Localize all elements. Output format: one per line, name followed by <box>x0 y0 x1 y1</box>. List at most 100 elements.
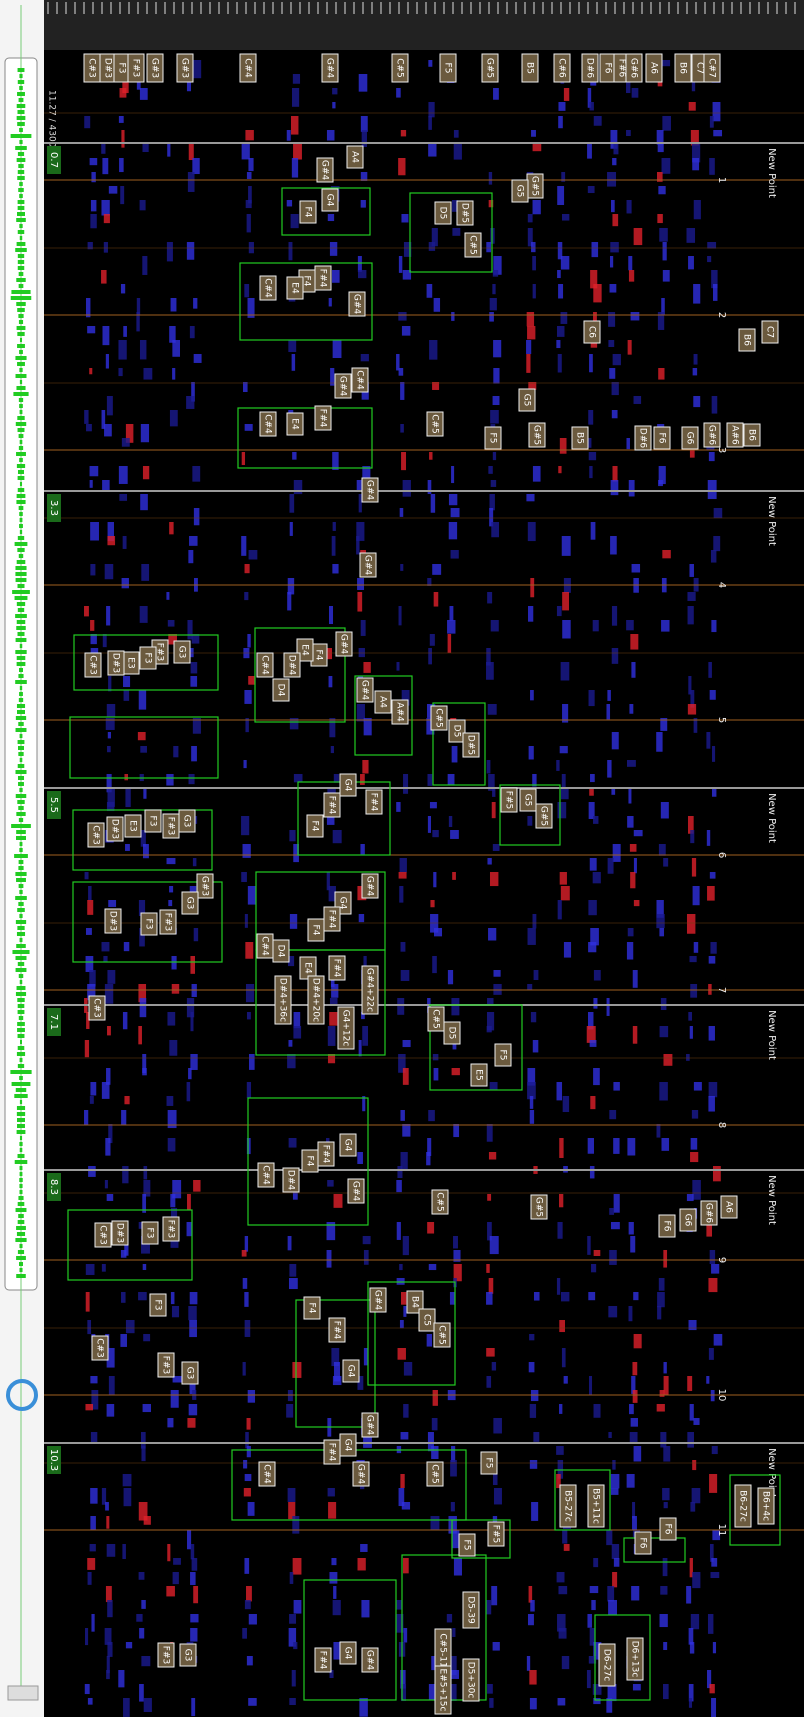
note-label: D#4+36c <box>278 978 288 1022</box>
spectral-streak <box>693 1082 702 1091</box>
note-label: G4 <box>343 1647 353 1660</box>
note-label: F4 <box>303 207 313 218</box>
spectral-streak <box>245 130 254 141</box>
spectral-streak <box>119 158 124 173</box>
spectral-streak <box>450 1502 455 1512</box>
spectral-streak <box>329 1012 338 1026</box>
note-chip <box>144 809 162 833</box>
note-box <box>239 262 373 341</box>
spectral-streak <box>396 1180 402 1193</box>
spectral-streak <box>169 326 176 343</box>
spectral-streak <box>663 1502 668 1509</box>
spectral-streak <box>486 1292 493 1305</box>
note-label: F#3 <box>155 643 165 661</box>
spectral-streak <box>611 1544 620 1559</box>
note-chip <box>369 1287 387 1313</box>
spectral-streak <box>396 354 400 371</box>
spectral-streak <box>87 326 96 334</box>
new-point: New Point <box>766 496 777 546</box>
note-label: G4 <box>343 1139 353 1152</box>
spectral-streak <box>559 1404 563 1414</box>
spectral-streak <box>141 1446 146 1462</box>
note-chip <box>351 367 369 393</box>
spectral-streak <box>192 466 201 482</box>
note-label: G#4 <box>320 160 330 181</box>
spectral-streak <box>331 536 336 556</box>
spectral-streak <box>105 718 115 730</box>
spectral-streak <box>190 1544 195 1560</box>
spectral-streak <box>362 1096 366 1112</box>
spectral-streak <box>166 242 173 262</box>
spectral-streak <box>107 522 114 542</box>
note-box <box>281 187 371 236</box>
note-box <box>237 407 373 469</box>
spectral-streak <box>246 1012 251 1020</box>
spectral-streak <box>397 998 405 1015</box>
spectral-streak <box>492 788 496 797</box>
note-box <box>255 949 386 1056</box>
spectral-streak <box>398 368 404 376</box>
spectral-streak <box>426 284 433 298</box>
spectral-streak <box>362 466 371 485</box>
note-label: F5 <box>488 433 498 444</box>
spectral-streak <box>358 914 365 923</box>
note-chip <box>274 975 292 1025</box>
top-note: F3 <box>117 63 127 74</box>
spectral-streak <box>427 774 433 786</box>
note-chip <box>286 276 304 300</box>
spectral-streak <box>692 144 701 163</box>
spectral-streak <box>630 634 639 650</box>
note-label: C#4 <box>260 655 270 675</box>
note-label: G#4 <box>338 376 348 397</box>
spectral-streak <box>191 634 200 644</box>
spectral-streak <box>190 662 198 674</box>
spectral-streak <box>711 270 718 289</box>
spectral-streak <box>592 1684 602 1695</box>
spectral-streak <box>123 942 130 952</box>
spectral-streak <box>140 494 148 511</box>
spectral-streak <box>289 830 296 842</box>
time-tick-label: 9 <box>716 1257 727 1263</box>
spectral-streak <box>139 88 148 100</box>
new-point: New Point <box>766 148 777 198</box>
spectral-streak <box>399 1320 404 1329</box>
spectral-streak <box>142 1264 147 1271</box>
dial[interactable] <box>6 1379 38 1411</box>
spectral-streak <box>656 914 665 929</box>
spectral-streak <box>686 1194 694 1202</box>
spectral-streak <box>626 74 631 94</box>
spectral-streak <box>560 256 570 270</box>
note-label: E4 <box>303 962 313 974</box>
spectral-streak <box>659 228 668 242</box>
spectral-streak <box>170 1194 176 1208</box>
note-box <box>247 1097 369 1226</box>
spectral-streak <box>398 158 406 176</box>
spectral-streak <box>633 1292 639 1301</box>
icon[interactable] <box>7 1685 39 1701</box>
note-label: G#5 <box>539 806 549 826</box>
spectral-streak <box>709 1474 718 1493</box>
spectral-streak <box>331 270 340 283</box>
spectral-streak <box>292 74 301 84</box>
spectral-streak <box>558 284 564 299</box>
spectral-streak <box>532 774 537 787</box>
spectral-streak <box>118 466 128 484</box>
spectral-streak <box>710 1572 720 1579</box>
spectral-streak <box>137 732 146 741</box>
spectral-streak <box>427 1138 432 1157</box>
spectral-streak <box>333 774 339 783</box>
spectral-streak <box>691 1488 701 1504</box>
spectral-streak <box>168 634 177 645</box>
note-chip <box>257 1162 275 1188</box>
spectral-streak <box>486 648 491 666</box>
spectral-streak <box>662 116 671 131</box>
spectral-streak <box>248 676 256 685</box>
top-note: G#5 <box>485 58 495 78</box>
spectral-streak <box>428 1110 435 1122</box>
note-label: C#5 <box>434 708 444 728</box>
spectral-streak <box>590 522 596 540</box>
spectral-streak <box>398 872 407 879</box>
note-chip <box>196 873 214 899</box>
note-chip <box>720 1195 738 1219</box>
